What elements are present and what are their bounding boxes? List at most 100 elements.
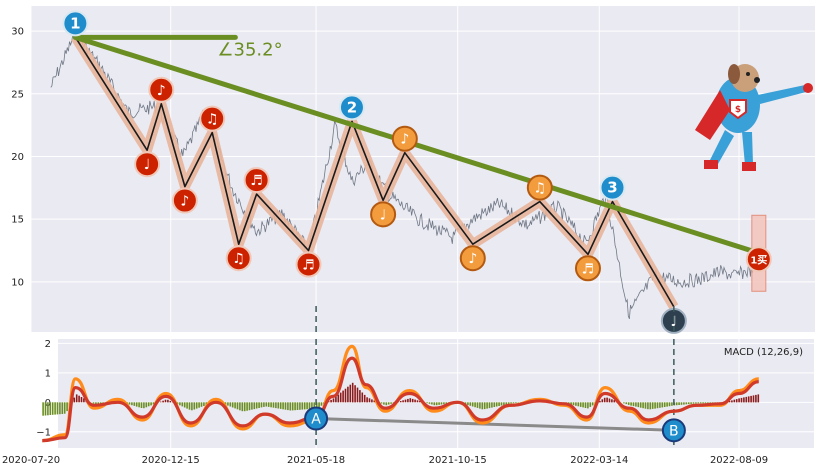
wave-marker-orange <box>391 125 418 152</box>
wave-marker-label: ♫ <box>534 181 547 197</box>
price-y-tick-label: 10 <box>11 277 24 288</box>
macd-histogram-bar <box>42 402 44 416</box>
wave-marker-orange <box>574 255 601 282</box>
macd-histogram-bar <box>735 399 738 403</box>
macd-histogram-bar <box>591 402 594 406</box>
x-tick-label: 2022-08-09 <box>710 455 768 466</box>
wave-line <box>74 36 675 308</box>
macd-histogram-bar <box>663 402 666 407</box>
wave-marker-orange <box>459 245 486 272</box>
wave-marker-label: 1 <box>70 14 80 32</box>
macd-histogram-bar <box>469 402 472 406</box>
macd-y-ticks: −1012 <box>36 339 51 438</box>
macd-histogram-bar <box>661 402 664 408</box>
x-axis-ticks: 2020-07-20 2020-12-15 2021-05-18 2021-10-15… <box>2 455 768 466</box>
macd-histogram-bar <box>428 402 431 404</box>
macd-line-orange <box>42 344 760 443</box>
macd-histogram-bar <box>678 402 680 405</box>
wave-marker-red <box>295 251 322 278</box>
macd-histogram-bar <box>140 402 143 408</box>
macd-histogram-bar <box>584 402 587 408</box>
macd-histogram-bar <box>390 402 392 404</box>
macd-histogram-bar <box>51 402 54 415</box>
macd-histogram-bar <box>265 402 268 407</box>
macd-histogram-bar <box>474 402 476 408</box>
macd-histogram-bar <box>491 402 493 408</box>
divergence-line <box>316 417 674 432</box>
x-tick-label: 2021-05-18 <box>287 455 345 466</box>
macd-histogram-bar <box>675 402 678 406</box>
macd-histogram-bar <box>517 402 520 403</box>
macd-histogram-bar <box>414 399 416 403</box>
macd-histogram-bar <box>589 402 592 407</box>
macd-y-tick-label: 2 <box>45 339 51 350</box>
macd-histogram-bar <box>464 402 467 405</box>
macd-histogram-bar <box>632 402 635 407</box>
macd-histogram-bar <box>503 402 505 405</box>
macd-histogram-bar <box>164 399 167 403</box>
macd-histogram-bar <box>176 402 179 405</box>
macd-histogram-bar <box>606 397 608 403</box>
macd-histogram-bar <box>651 402 654 409</box>
macd-histogram-bar <box>296 402 299 410</box>
macd-histogram-bar <box>152 402 155 405</box>
macd-histogram-bar <box>63 402 66 414</box>
macd-histogram-bar <box>179 402 181 406</box>
macd-histogram-bar <box>347 386 349 403</box>
macd-histogram-bar <box>639 402 642 408</box>
wave-marker-label: ♬ <box>582 261 595 277</box>
macd-histogram-bar <box>83 398 85 403</box>
macd-histogram-bar <box>654 402 656 409</box>
macd-histogram-bar <box>625 402 628 405</box>
buy-marker <box>745 246 772 273</box>
macd-histogram-bar <box>272 402 275 408</box>
macd-histogram-bar <box>738 398 740 403</box>
macd-content: AB <box>42 339 760 448</box>
macd-histogram-bar <box>162 400 164 403</box>
macd-histogram-bar <box>56 402 59 415</box>
wave-marker-label: ♪ <box>157 83 166 99</box>
macd-histogram-bar <box>270 402 272 408</box>
macd-histogram-bar <box>380 402 383 404</box>
macd-histogram-bar <box>191 402 193 411</box>
macd-histogram-bar <box>318 402 320 408</box>
price-y-tick-label: 30 <box>11 27 24 38</box>
macd-histogram-bar <box>128 402 131 405</box>
trend-line <box>72 34 762 256</box>
macd-histogram-bar <box>481 402 484 410</box>
macd-histogram-bar <box>354 385 356 403</box>
macd-histogram-bar <box>227 402 229 406</box>
macd-histogram-bar <box>740 397 743 403</box>
macd-histogram-bar <box>579 402 582 407</box>
macd-histogram-bar <box>635 402 637 407</box>
macd-histogram-bar <box>267 402 270 407</box>
macd-histogram-bar <box>363 394 366 403</box>
wave-marker-label: ♪ <box>180 194 189 210</box>
macd-histogram-bar <box>435 402 438 406</box>
macd-histogram-bar <box>54 402 56 415</box>
macd-histogram-bar <box>500 402 503 406</box>
macd-histogram-bar <box>471 402 474 407</box>
macd-histogram-bar <box>344 388 347 403</box>
macd-histogram-bar <box>630 402 632 406</box>
price-content: ∠35.2°1♩♪♪♫♫♬♬2♩♪♪♫♬3♩1买 <box>50 10 772 334</box>
wave-marker-label: ♩ <box>380 207 387 223</box>
macd-histogram-bar <box>80 397 83 403</box>
macd-histogram-bar <box>443 402 445 405</box>
wave-marker-blue <box>338 94 365 121</box>
macd-histogram-bar <box>433 402 436 406</box>
buy-marker-label: 1买 <box>750 254 767 266</box>
macd-histogram-bar <box>150 402 152 406</box>
macd-histogram-bar <box>78 395 80 403</box>
macd-histogram-bar <box>253 402 256 410</box>
price-grid <box>30 6 815 332</box>
macd-histogram-bar <box>603 397 606 403</box>
macd-histogram-bar <box>231 402 234 408</box>
macd-histogram-bar <box>236 402 239 410</box>
macd-histogram-bar <box>61 402 64 414</box>
macd-histogram-bar <box>387 402 390 405</box>
macd-histogram-bar <box>409 398 412 403</box>
macd-histogram-bar <box>599 400 601 403</box>
macd-histogram-bar <box>138 402 140 408</box>
macd-histogram-bar <box>755 394 757 403</box>
